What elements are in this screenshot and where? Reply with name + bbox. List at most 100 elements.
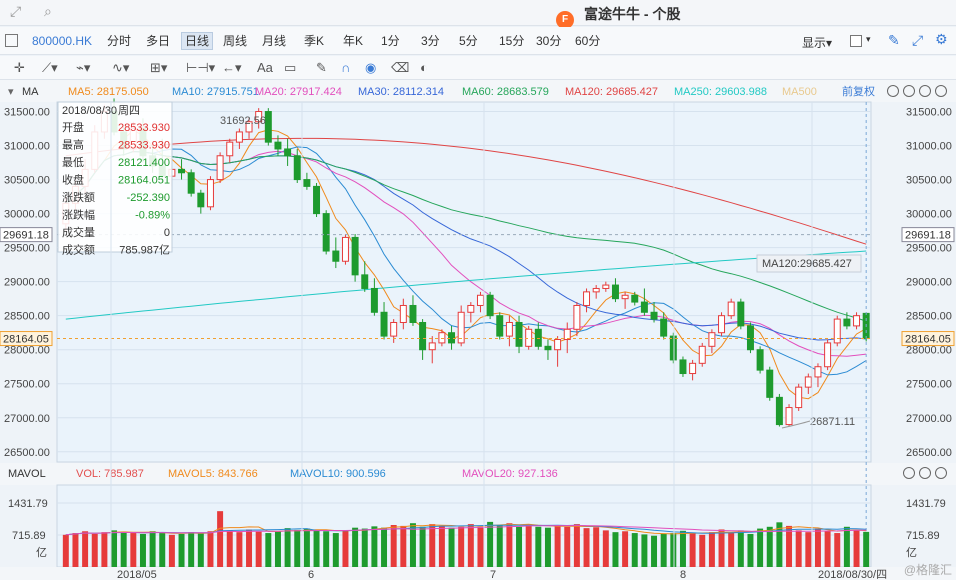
eye-icon[interactable]: ◉ bbox=[365, 60, 377, 75]
candle-body bbox=[814, 366, 822, 378]
vol-unit-right: 亿 bbox=[906, 546, 917, 559]
ma120-tooltip-box bbox=[756, 254, 862, 273]
add-vol-icon bbox=[903, 467, 915, 479]
period-tab[interactable]: 3分 bbox=[421, 34, 440, 48]
volume-bar bbox=[766, 526, 773, 567]
eraser-icon[interactable]: ✎ bbox=[316, 60, 327, 75]
y-tick-label-left: 29500.00 bbox=[4, 243, 50, 255]
app-title-text: 富途牛牛 - 个股 bbox=[584, 6, 681, 22]
trash-icon[interactable]: ⌫ bbox=[391, 60, 410, 75]
draw-icon[interactable]: ✎ bbox=[888, 32, 900, 48]
volume-bar bbox=[824, 531, 831, 567]
sidebar-toggle-icon[interactable] bbox=[5, 34, 18, 47]
toggle-icon[interactable]: ◐ bbox=[420, 60, 428, 75]
candle-body bbox=[804, 376, 812, 388]
note-tool-icon[interactable]: ▭ bbox=[284, 60, 297, 75]
period-tab[interactable]: 多日 bbox=[146, 34, 171, 48]
candle-body bbox=[853, 315, 861, 327]
candle-body bbox=[457, 311, 465, 344]
candle-body bbox=[592, 287, 600, 293]
volume-bar bbox=[159, 533, 166, 567]
volume-bar bbox=[217, 511, 224, 567]
text-tool-icon[interactable]: Aa bbox=[257, 60, 273, 75]
y-tick-label-left: 27000.00 bbox=[4, 413, 50, 425]
period-tab[interactable]: 5分 bbox=[459, 34, 478, 48]
y-tick-label-left: 30000.00 bbox=[4, 209, 50, 221]
period-tab[interactable]: 季K bbox=[304, 34, 325, 48]
candle-body bbox=[833, 318, 841, 344]
volume-bar bbox=[236, 532, 243, 567]
candle-body bbox=[708, 332, 716, 347]
candle-body bbox=[631, 294, 639, 303]
candle-body bbox=[785, 407, 793, 426]
candle-body bbox=[824, 342, 832, 368]
period-tab[interactable]: 15分 bbox=[499, 34, 525, 48]
price-tag-right bbox=[901, 227, 955, 243]
y-tick-label-left: 31500.00 bbox=[4, 107, 50, 119]
period-tab[interactable]: 分时 bbox=[107, 34, 132, 48]
wave-tool-icon[interactable]: ∿▾ bbox=[112, 60, 130, 75]
volume-bar bbox=[554, 525, 561, 567]
crosshair-icon[interactable]: ✛ bbox=[14, 60, 25, 75]
volume-bar bbox=[622, 531, 629, 567]
info-value: -252.390 bbox=[127, 192, 170, 204]
period-tab[interactable]: 60分 bbox=[575, 34, 601, 48]
volume-bar bbox=[120, 531, 127, 567]
candle-body bbox=[544, 345, 552, 351]
y-tick-label-left: 31000.00 bbox=[4, 141, 50, 153]
candle-body bbox=[640, 301, 648, 313]
period-tab[interactable]: 年K bbox=[343, 34, 364, 48]
candle-body bbox=[313, 185, 321, 215]
pen-tool-icon[interactable]: ⌁▾ bbox=[76, 60, 91, 75]
display-menu-button[interactable]: 显示▾ bbox=[802, 36, 833, 50]
dropdown-arrow-icon[interactable]: ▾ bbox=[866, 34, 871, 44]
volume-bar bbox=[516, 526, 523, 567]
info-value: 28533.930 bbox=[118, 122, 170, 134]
magnet-icon[interactable]: ∩ bbox=[341, 60, 351, 75]
info-label: 开盘 bbox=[62, 120, 84, 134]
candle-body bbox=[380, 311, 388, 337]
measure-tool-icon[interactable]: ⊞▾ bbox=[150, 60, 168, 75]
fullscreen-icon[interactable]: ⤢ bbox=[912, 32, 924, 48]
volume-bar bbox=[660, 533, 667, 567]
x-tick-label: 6 bbox=[308, 569, 314, 580]
candle-body bbox=[611, 284, 619, 300]
period-tab[interactable]: 月线 bbox=[262, 34, 287, 48]
app-logo-icon: F bbox=[556, 11, 574, 29]
volume-bar bbox=[496, 525, 503, 567]
checkbox-icon[interactable] bbox=[850, 35, 862, 47]
arrow-tool-icon[interactable]: ←▾ bbox=[222, 60, 242, 75]
y-tick-label-right: 27000.00 bbox=[906, 413, 952, 425]
candle-body bbox=[525, 328, 533, 347]
low-annotation: 26871.11 bbox=[810, 416, 855, 428]
y-tick-label-right: 26500.00 bbox=[906, 447, 952, 459]
volume-bar bbox=[313, 530, 320, 567]
symbol-label[interactable]: 800000.HK bbox=[32, 34, 93, 48]
period-tab[interactable]: 周线 bbox=[223, 34, 248, 48]
info-label: 成交额 bbox=[62, 243, 95, 257]
volume-bar bbox=[689, 533, 696, 567]
info-weekday: 周四 bbox=[118, 104, 140, 117]
watermark: @格隆汇 bbox=[903, 563, 952, 577]
volume-bar bbox=[679, 530, 686, 567]
line-tool-icon[interactable]: ⟋▾ bbox=[42, 60, 58, 75]
volume-bar bbox=[863, 531, 870, 567]
candle-body bbox=[235, 131, 243, 143]
period-tab[interactable]: 30分 bbox=[536, 34, 562, 48]
search-icon[interactable]: ⌕ bbox=[44, 3, 52, 19]
settings-icon[interactable]: ⚙ bbox=[935, 31, 948, 47]
volume-bar bbox=[371, 526, 378, 567]
candle-body bbox=[496, 315, 504, 337]
vol-tick-left: 1431.79 bbox=[8, 498, 48, 510]
candle-body bbox=[486, 294, 494, 317]
ma-legend-item: MA60: 28683.579 bbox=[462, 86, 549, 98]
candle-body bbox=[583, 291, 591, 306]
period-tab[interactable]: 日线 bbox=[181, 32, 214, 50]
range-tool-icon[interactable]: ⊢⊣▾ bbox=[186, 60, 216, 75]
vol-indicator-label: MAVOL bbox=[8, 468, 46, 480]
period-tab[interactable]: 1分 bbox=[381, 34, 400, 48]
candle-body bbox=[293, 155, 301, 181]
expand-icon[interactable]: ⤢ bbox=[10, 3, 22, 19]
info-label: 涨跌幅 bbox=[62, 208, 95, 222]
